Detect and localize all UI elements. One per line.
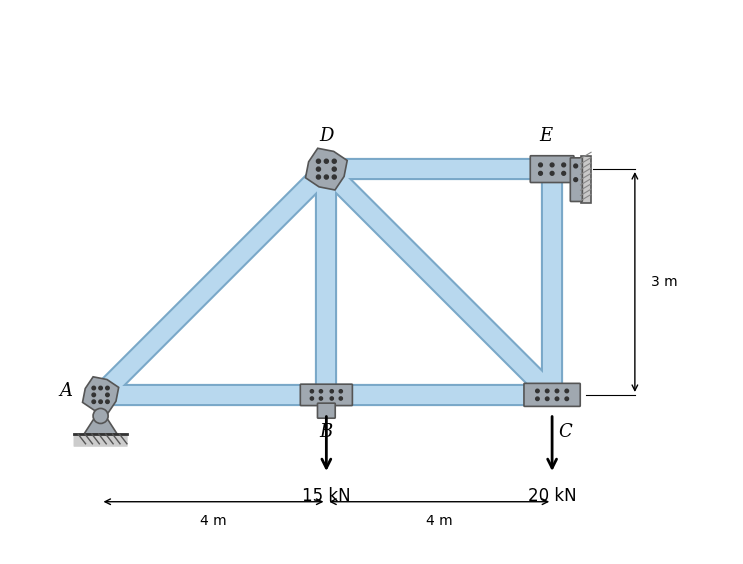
FancyBboxPatch shape [74, 433, 128, 447]
Text: D: D [319, 127, 334, 145]
Circle shape [565, 397, 568, 400]
Circle shape [551, 163, 554, 167]
Text: 4 m: 4 m [426, 514, 452, 528]
Circle shape [311, 390, 314, 393]
Circle shape [330, 397, 334, 400]
Circle shape [545, 389, 549, 393]
Circle shape [92, 386, 96, 390]
Circle shape [536, 397, 539, 400]
Circle shape [317, 159, 320, 163]
Text: B: B [319, 424, 333, 442]
Circle shape [339, 390, 343, 393]
FancyBboxPatch shape [571, 158, 583, 201]
Circle shape [319, 397, 322, 400]
Circle shape [106, 393, 109, 396]
Circle shape [574, 178, 577, 182]
FancyBboxPatch shape [524, 384, 580, 407]
Polygon shape [305, 148, 347, 190]
Circle shape [317, 175, 320, 179]
Circle shape [99, 386, 103, 390]
Circle shape [555, 397, 559, 400]
Circle shape [545, 397, 549, 400]
Circle shape [565, 389, 568, 393]
Circle shape [324, 159, 328, 163]
Text: C: C [558, 424, 572, 442]
Circle shape [562, 171, 565, 175]
Polygon shape [82, 377, 119, 413]
Circle shape [332, 159, 337, 163]
Circle shape [311, 397, 314, 400]
Circle shape [332, 175, 337, 179]
Circle shape [539, 171, 542, 175]
Circle shape [332, 167, 337, 171]
Circle shape [99, 400, 103, 403]
Circle shape [92, 393, 96, 396]
Circle shape [562, 163, 565, 167]
FancyBboxPatch shape [300, 384, 352, 406]
Circle shape [551, 171, 554, 175]
Circle shape [339, 397, 343, 400]
Circle shape [324, 175, 328, 179]
Circle shape [319, 390, 322, 393]
Circle shape [92, 400, 96, 403]
Text: E: E [539, 127, 553, 145]
Text: 20 kN: 20 kN [528, 487, 577, 505]
Polygon shape [84, 408, 117, 434]
FancyBboxPatch shape [531, 156, 574, 183]
Circle shape [317, 167, 320, 171]
Circle shape [574, 164, 577, 168]
Circle shape [106, 386, 109, 390]
Text: 4 m: 4 m [200, 514, 227, 528]
Circle shape [539, 163, 542, 167]
Bar [580, 156, 591, 203]
Circle shape [536, 389, 539, 393]
Circle shape [106, 400, 109, 403]
Circle shape [555, 389, 559, 393]
FancyBboxPatch shape [317, 403, 335, 418]
Circle shape [330, 390, 334, 393]
Circle shape [93, 408, 108, 424]
Text: A: A [59, 382, 72, 400]
Text: 3 m: 3 m [652, 275, 678, 289]
Text: 15 kN: 15 kN [302, 487, 351, 505]
